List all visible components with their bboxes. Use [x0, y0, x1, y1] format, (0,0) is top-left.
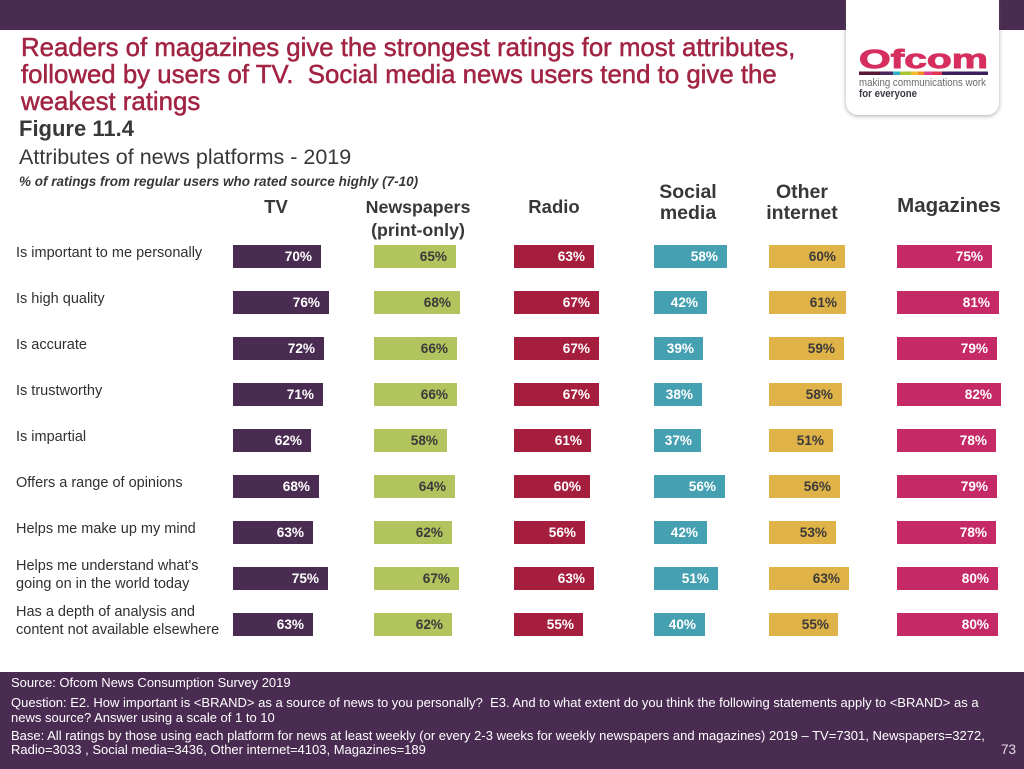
svg-text:Ofcom: Ofcom [859, 44, 988, 74]
svg-text:for everyone: for everyone [859, 88, 917, 100]
svg-text:making communications work: making communications work [859, 77, 986, 89]
